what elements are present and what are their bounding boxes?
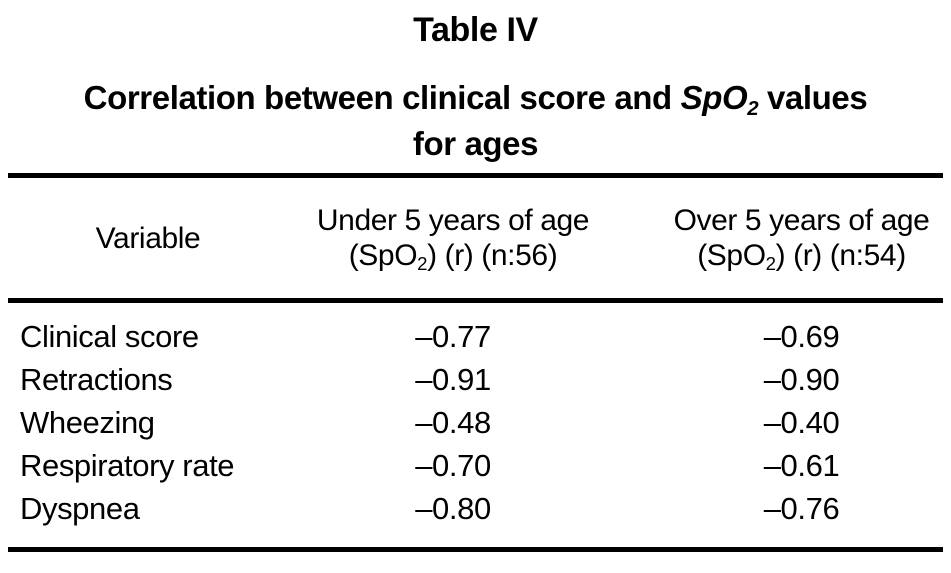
row-variable: Wheezing bbox=[20, 405, 155, 440]
column-header-under5-line1: Under 5 years of age bbox=[316, 204, 590, 237]
table-caption: Correlation between clinical score and S… bbox=[0, 75, 951, 167]
caption-text-part1: Correlation between clinical score and bbox=[83, 79, 681, 116]
caption-spo2-subscript: 2 bbox=[747, 96, 759, 120]
row-under5-value: –0.70 bbox=[415, 448, 491, 483]
row-under5-value: –0.80 bbox=[415, 491, 491, 526]
caption-line-2: for ages bbox=[412, 125, 539, 162]
table-row: Retractions –0.91 –0.90 bbox=[8, 358, 943, 401]
row-over5-value: –0.90 bbox=[763, 362, 840, 397]
row-under5-value: –0.48 bbox=[415, 405, 491, 440]
column-header-variable: Variable bbox=[95, 221, 201, 255]
table-row: Wheezing –0.48 –0.40 bbox=[8, 401, 943, 444]
column-header-over5: Over 5 years of age (SpO2) (r) (n:54) bbox=[618, 203, 943, 273]
row-over5-value: –0.40 bbox=[763, 405, 840, 440]
row-under5-value: –0.77 bbox=[415, 319, 491, 354]
column-header-under5: Under 5 years of age (SpO2) (r) (n:56) bbox=[288, 203, 618, 273]
table-body: Clinical score –0.77 –0.69 Retractions –… bbox=[8, 303, 943, 552]
spo2-subscript: 2 bbox=[765, 253, 776, 275]
spo2-subscript: 2 bbox=[417, 253, 428, 275]
table-label: Table IV bbox=[413, 11, 538, 49]
caption-text-part2: values bbox=[758, 79, 868, 116]
table-row: Clinical score –0.77 –0.69 bbox=[8, 315, 943, 358]
row-over5-value: –0.69 bbox=[763, 319, 840, 354]
row-variable: Clinical score bbox=[20, 319, 199, 354]
caption-line-1: Correlation between clinical score and S… bbox=[0, 75, 951, 121]
table-row: Respiratory rate –0.70 –0.61 bbox=[8, 444, 943, 487]
data-table: Variable Under 5 years of age (SpO2) (r)… bbox=[8, 173, 943, 552]
row-variable: Dyspnea bbox=[20, 491, 140, 526]
row-variable: Respiratory rate bbox=[20, 448, 235, 483]
column-header-over5-line2: (SpO2) (r) (n:54) bbox=[697, 239, 906, 275]
row-under5-value: –0.91 bbox=[415, 362, 491, 397]
row-over5-value: –0.61 bbox=[763, 448, 840, 483]
column-header-under5-line2: (SpO2) (r) (n:56) bbox=[348, 239, 558, 275]
column-header-over5-line1: Over 5 years of age bbox=[673, 204, 930, 237]
row-variable: Retractions bbox=[20, 362, 173, 397]
table-header-row: Variable Under 5 years of age (SpO2) (r)… bbox=[8, 178, 943, 303]
caption-spo2-term: SpO bbox=[680, 79, 748, 116]
row-over5-value: –0.76 bbox=[763, 491, 840, 526]
table-row: Dyspnea –0.80 –0.76 bbox=[8, 487, 943, 530]
